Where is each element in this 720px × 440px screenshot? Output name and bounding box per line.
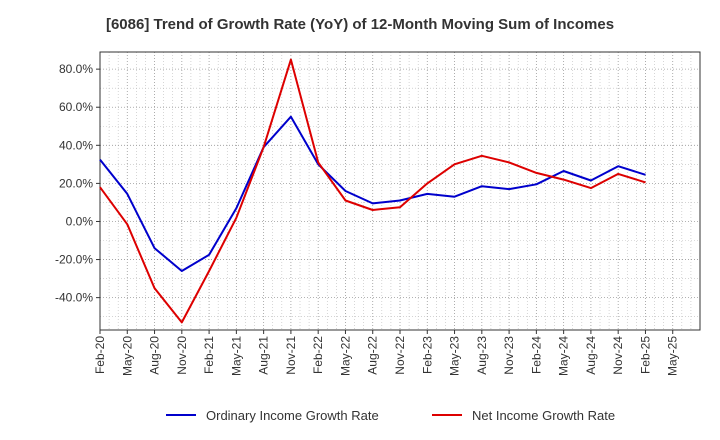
y-tick-label: -40.0% — [55, 291, 93, 305]
x-tick-label: Feb-25 — [638, 336, 652, 374]
plot-frame — [99, 51, 701, 331]
x-tick-label: Aug-20 — [148, 336, 162, 375]
x-tick-label: May-23 — [448, 336, 462, 376]
x-tick-label: May-21 — [229, 336, 243, 376]
x-tick-label: Feb-23 — [420, 336, 434, 374]
y-tick-label: 80.0% — [59, 62, 93, 76]
x-tick-label: Nov-23 — [502, 336, 516, 375]
x-tick-label: Aug-21 — [257, 336, 271, 375]
y-tick-label: 40.0% — [59, 138, 93, 152]
series-line-net-income — [99, 58, 646, 324]
y-tick-label: 60.0% — [59, 100, 93, 114]
x-tick-label: Aug-24 — [584, 336, 598, 375]
x-tick-label: Nov-21 — [284, 336, 298, 375]
x-tick-label: May-24 — [557, 336, 571, 376]
chart-title: [6086] Trend of Growth Rate (YoY) of 12-… — [105, 16, 615, 33]
legend-item-net: Net Income Growth Rate — [432, 404, 615, 426]
legend-swatch-ordinary — [166, 414, 196, 416]
x-tick-label: Nov-24 — [611, 336, 625, 375]
x-tick-label: Feb-20 — [93, 336, 107, 374]
y-tick-label: 20.0% — [59, 176, 93, 190]
x-tick-label: May-25 — [666, 336, 680, 376]
x-tick-label: Nov-22 — [393, 336, 407, 375]
x-tick-label: Aug-22 — [366, 336, 380, 375]
series-line-ordinary-income — [99, 115, 646, 272]
x-tick-label: May-22 — [338, 336, 352, 376]
x-tick-label: May-20 — [120, 336, 134, 376]
x-tick-label: Feb-21 — [202, 336, 216, 374]
legend-item-ordinary: Ordinary Income Growth Rate — [166, 404, 379, 426]
legend-swatch-net — [432, 414, 462, 416]
y-tick-label: -20.0% — [55, 253, 93, 267]
x-tick-label: Aug-23 — [475, 336, 489, 375]
y-tick-label: 0.0% — [66, 214, 94, 228]
x-tick-label: Feb-24 — [529, 336, 543, 374]
legend-label-ordinary: Ordinary Income Growth Rate — [206, 407, 379, 423]
legend-label-net: Net Income Growth Rate — [472, 407, 616, 423]
x-tick-label: Feb-22 — [311, 336, 325, 374]
legend: Ordinary Income Growth Rate Net Income G… — [0, 404, 720, 426]
x-tick-label: Nov-20 — [175, 336, 189, 375]
